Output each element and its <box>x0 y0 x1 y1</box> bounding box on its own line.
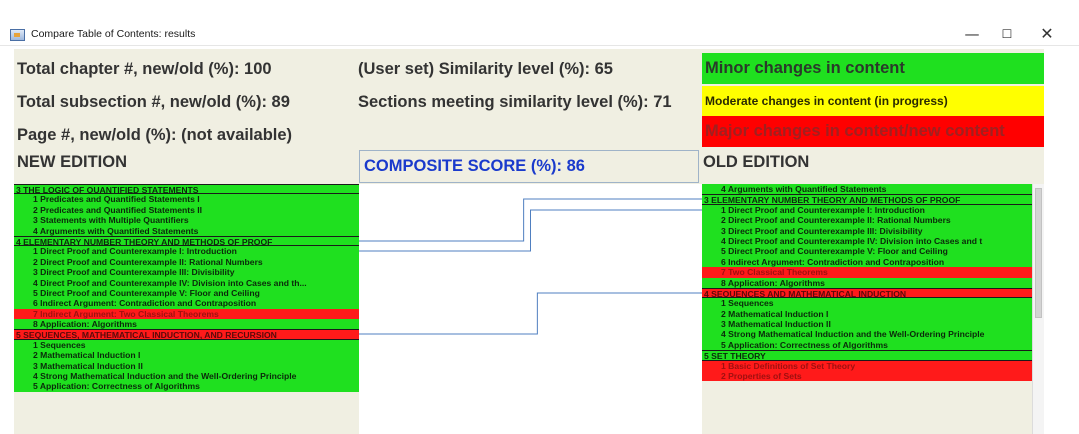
new-edition-section-row[interactable]: 4 Arguments with Quantified Statements <box>14 225 360 236</box>
new-edition-section-row[interactable]: 2 Predicates and Quantified Statements I… <box>14 204 360 216</box>
legend-major-changes: Major changes in content/new content <box>702 116 1044 147</box>
new-edition-section-row[interactable]: 4 Direct Proof and Counterexample IV: Di… <box>14 277 360 288</box>
title-bar[interactable]: Compare Table of Contents: results — ☐ ✕ <box>0 0 1079 46</box>
old-edition-chapter-row[interactable]: 3 ELEMENTARY NUMBER THEORY AND METHODS O… <box>702 194 1032 205</box>
composite-score: COMPOSITE SCORE (%): 86 <box>359 150 699 183</box>
old-edition-list[interactable]: 4 Arguments with Quantified Statements 3 … <box>702 184 1032 434</box>
old-edition-section-row[interactable]: 2 Mathematical Induction I <box>702 308 1032 320</box>
old-edition-heading: OLD EDITION <box>703 153 810 171</box>
old-edition-section-row[interactable]: 1 Direct Proof and Counterexample I: Int… <box>702 204 1032 216</box>
subsection-count-stat: Total subsection #, new/old (%): 89 <box>17 93 290 111</box>
chapter-count-stat: Total chapter #, new/old (%): 100 <box>17 60 272 78</box>
new-edition-section-row[interactable]: 1 Sequences <box>14 339 360 351</box>
new-edition-section-row[interactable]: 2 Mathematical Induction I <box>14 350 360 361</box>
close-button[interactable]: ✕ <box>1040 24 1054 43</box>
old-edition-section-row[interactable]: 4 Direct Proof and Counterexample IV: Di… <box>702 235 1032 247</box>
legend-moderate-changes: Moderate changes in content (in progress… <box>702 86 1044 116</box>
new-edition-section-row[interactable]: 3 Mathematical Induction II <box>14 360 360 372</box>
similarity-level-stat: (User set) Similarity level (%): 65 <box>358 60 613 78</box>
new-edition-section-row[interactable]: 3 Statements with Multiple Quantifiers <box>14 215 360 226</box>
page-count-stat: Page #, new/old (%): (not available) <box>17 126 293 144</box>
java-app-icon <box>10 29 25 41</box>
new-edition-chapter-row[interactable]: 4 ELEMENTARY NUMBER THEORY AND METHODS O… <box>14 235 360 247</box>
new-edition-section-row[interactable]: 5 Direct Proof and Counterexample V: Flo… <box>14 287 360 299</box>
new-edition-section-row[interactable]: 8 Application: Algorithms <box>14 319 360 330</box>
section-connector-line <box>359 292 702 335</box>
old-edition-section-row[interactable]: 1 Sequences <box>702 298 1032 309</box>
old-edition-section-row[interactable]: 2 Properties of Sets <box>702 371 1032 382</box>
legend-minor-changes: Minor changes in content <box>702 53 1044 84</box>
new-edition-heading: NEW EDITION <box>17 153 127 171</box>
new-edition-section-row[interactable]: 2 Direct Proof and Counterexample II: Ra… <box>14 256 360 268</box>
new-edition-chapter-row[interactable]: 3 THE LOGIC OF QUANTIFIED STATEMENTS <box>14 184 360 195</box>
new-edition-section-row[interactable]: 4 Strong Mathematical Induction and the … <box>14 371 360 382</box>
old-edition-scrollbar[interactable] <box>1032 184 1044 434</box>
scrollbar-thumb[interactable] <box>1035 188 1042 318</box>
old-edition-section-row[interactable]: 3 Direct Proof and Counterexample III: D… <box>702 225 1032 236</box>
old-edition-section-row[interactable]: 6 Indirect Argument: Contradiction and C… <box>702 256 1032 268</box>
old-edition-section-row[interactable]: 8 Application: Algorithms <box>702 277 1032 288</box>
connection-pane <box>359 184 702 434</box>
window-title: Compare Table of Contents: results <box>31 28 196 40</box>
old-edition-section-row[interactable]: 5 Direct Proof and Counterexample V: Flo… <box>702 246 1032 257</box>
old-edition-section-row[interactable]: 2 Direct Proof and Counterexample II: Ra… <box>702 215 1032 226</box>
new-edition-section-row[interactable]: 6 Indirect Argument: Contradiction and C… <box>14 298 360 309</box>
old-edition-section-row[interactable]: 5 Application: Correctness of Algorithms <box>702 339 1032 351</box>
maximize-button[interactable]: ☐ <box>1001 27 1013 41</box>
new-edition-chapter-row[interactable]: 5 SEQUENCES, MATHEMATICAL INDUCTION, AND… <box>14 329 360 340</box>
old-edition-chapter-row[interactable]: 5 SET THEORY <box>702 350 1032 361</box>
old-edition-section-row[interactable]: 3 Mathematical Induction II <box>702 319 1032 330</box>
connection-lines <box>359 198 702 335</box>
old-edition-section-row[interactable]: 4 Strong Mathematical Induction and the … <box>702 329 1032 340</box>
new-edition-section-row[interactable]: 1 Predicates and Quantified Statements I <box>14 194 360 205</box>
new-edition-list[interactable]: 3 THE LOGIC OF QUANTIFIED STATEMENTS 1 Pr… <box>14 184 360 434</box>
results-panel: Total chapter #, new/old (%): 100 Total … <box>14 49 1044 434</box>
section-connector-line <box>359 198 702 242</box>
old-edition-section-row[interactable]: 7 Two Classical Theorems <box>702 267 1032 278</box>
old-edition-section-row[interactable]: 1 Basic Definitions of Set Theory <box>702 360 1032 372</box>
sections-meeting-stat: Sections meeting similarity level (%): 7… <box>358 93 672 111</box>
new-edition-section-row[interactable]: 3 Direct Proof and Counterexample III: D… <box>14 267 360 278</box>
new-edition-section-row[interactable]: 7 Indirect Argument: Two Classical Theor… <box>14 308 360 320</box>
old-edition-section-row[interactable]: 4 Arguments with Quantified Statements <box>702 184 1032 195</box>
minimize-button[interactable]: — <box>964 25 980 43</box>
new-edition-section-row[interactable]: 1 Direct Proof and Counterexample I: Int… <box>14 246 360 257</box>
old-edition-chapter-row[interactable]: 4 SEQUENCES AND MATHEMATICAL INDUCTION <box>702 287 1032 299</box>
section-connector-line <box>359 209 702 252</box>
new-edition-section-row[interactable]: 5 Application: Correctness of Algorithms <box>14 381 360 392</box>
